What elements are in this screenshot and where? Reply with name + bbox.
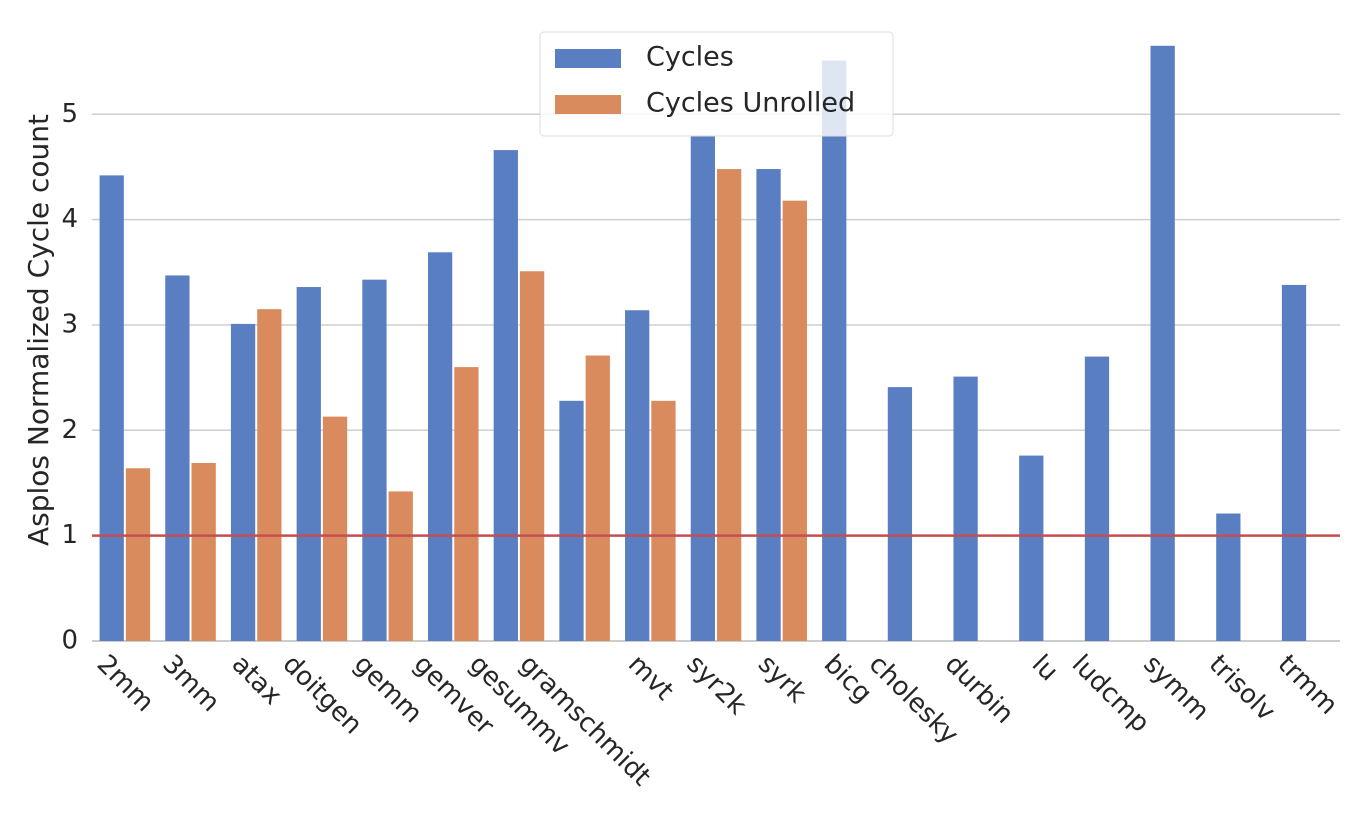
y-tick-label: 2 — [61, 415, 78, 445]
bar — [230, 323, 256, 641]
bar — [717, 169, 742, 641]
bar — [493, 150, 518, 641]
bar — [625, 310, 650, 641]
bar — [362, 279, 387, 641]
bar — [191, 462, 216, 641]
x-tick-label: ludcmp — [1066, 649, 1155, 738]
bar — [756, 169, 781, 641]
legend-label: Cycles — [646, 42, 734, 73]
x-tick-label: atax — [226, 649, 288, 711]
x-tick-label: mvt — [622, 649, 679, 706]
y-tick-label: 1 — [61, 520, 78, 550]
legend-swatch — [555, 95, 621, 114]
bar — [125, 468, 151, 641]
bar — [322, 416, 348, 641]
legend-swatch — [555, 49, 621, 68]
bar — [1216, 513, 1241, 641]
bar — [427, 252, 453, 641]
bar — [165, 275, 190, 641]
bar — [953, 376, 978, 641]
bar — [454, 367, 479, 641]
bar — [388, 491, 413, 641]
y-tick-label: 3 — [61, 309, 78, 339]
bar — [585, 355, 610, 641]
x-tick-label: lu — [1026, 649, 1064, 687]
x-tick-label: bicg — [818, 649, 878, 709]
legend-label: Cycles Unrolled — [646, 88, 855, 119]
y-tick-label: 4 — [61, 204, 78, 234]
x-tick-label: 3mm — [157, 649, 226, 718]
x-tick-label: syr2k — [681, 649, 753, 721]
bar — [887, 387, 913, 641]
bar — [651, 400, 676, 641]
x-tick-label: trisolv — [1203, 649, 1281, 727]
x-tick-label: syrk — [752, 649, 812, 709]
x-tick-label: 2mm — [91, 649, 160, 718]
x-tick-label: trmm — [1272, 649, 1343, 720]
bar — [782, 200, 807, 641]
y-axis-label: Asplos Normalized Cycle count — [22, 114, 55, 546]
bar — [1150, 45, 1175, 642]
bar — [1084, 356, 1110, 641]
bar — [1281, 284, 1307, 641]
bar — [99, 175, 124, 641]
bar — [1019, 455, 1044, 641]
y-tick-label: 0 — [61, 626, 78, 656]
bar — [296, 287, 321, 641]
legend-box — [539, 31, 894, 137]
bar — [822, 60, 847, 642]
bar — [690, 135, 715, 641]
bar — [257, 309, 282, 641]
bar — [519, 271, 545, 641]
y-tick-label: 5 — [61, 99, 78, 129]
bar — [559, 400, 584, 641]
